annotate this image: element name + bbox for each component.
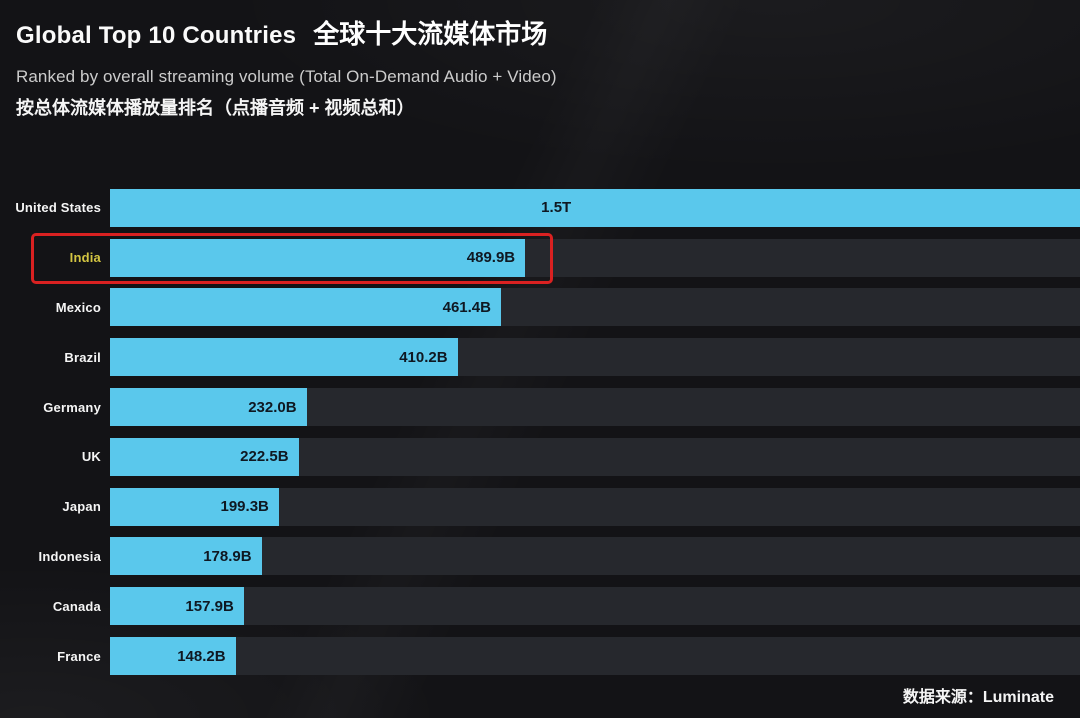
bar-track: 199.3B: [110, 487, 1080, 526]
country-label: Germany: [43, 399, 101, 415]
page-title: Global Top 10 Countries 全球十大流媒体市场: [16, 14, 1064, 51]
bar: 489.9B: [110, 238, 526, 277]
country-label: Indonesia: [38, 548, 101, 564]
bar-row: India 489.9B: [0, 233, 1080, 283]
bar-track: 222.5B: [110, 437, 1080, 476]
bar-value-label: 489.9B: [466, 249, 516, 267]
bar-value-label: 222.5B: [240, 448, 289, 466]
country-label: Mexico: [55, 299, 101, 315]
bar-row: Germany 232.0B: [0, 382, 1080, 432]
bar-value-label: 199.3B: [220, 498, 269, 516]
bar-row: UK 222.5B: [0, 432, 1080, 482]
bar: 199.3B: [110, 487, 279, 526]
bar-track: 1.5T: [110, 188, 1080, 227]
country-label: United States: [15, 200, 101, 216]
bar-track: 232.0B: [110, 388, 1080, 427]
bar-track: 148.2B: [110, 637, 1080, 676]
bar-value-label: 410.2B: [399, 348, 448, 366]
bar-track: 461.4B: [110, 288, 1080, 327]
bar-track: 410.2B: [110, 338, 1080, 377]
country-label: Brazil: [64, 349, 101, 365]
country-label: Canada: [52, 598, 101, 614]
title-english: Global Top 10 Countries: [16, 22, 297, 49]
data-source: 数据来源：Luminate: [902, 689, 1054, 706]
bar: 178.9B: [110, 537, 262, 576]
bar-row: France 148.2B: [0, 631, 1080, 681]
bar: 157.9B: [110, 587, 244, 626]
bar-row: United States 1.5T: [0, 183, 1080, 233]
bar-value-label: 232.0B: [248, 398, 297, 416]
bar-value-label: 178.9B: [203, 547, 252, 565]
bar-row: Mexico 461.4B: [0, 283, 1080, 333]
bar-row: Canada 157.9B: [0, 581, 1080, 631]
subtitle-english: Ranked by overall streaming volume (Tota…: [16, 67, 557, 86]
country-label: France: [57, 648, 101, 664]
bar-value-label: 157.9B: [185, 597, 234, 615]
bar-track: 178.9B: [110, 537, 1080, 576]
subtitle-chinese: 按总体流媒体播放量排名（点播音频 + 视频总和）: [16, 98, 415, 118]
bar: 410.2B: [110, 338, 458, 377]
country-label: UK: [81, 449, 101, 465]
bar: 222.5B: [110, 437, 299, 476]
bar-value-label: 1.5T: [541, 199, 572, 217]
bar-value-label: 461.4B: [442, 298, 491, 316]
bar-chart: United States 1.5T India 489.9B Mexico 461.4B…: [0, 183, 1080, 681]
bar: 461.4B: [110, 288, 501, 327]
country-label: India: [69, 250, 101, 266]
country-label: Japan: [62, 499, 101, 515]
bar: 1.5T: [110, 188, 1080, 227]
bar-track: 157.9B: [110, 587, 1080, 626]
bar-track: 489.9B: [110, 238, 1080, 277]
bar-row: Brazil 410.2B: [0, 332, 1080, 382]
header: Global Top 10 Countries 全球十大流媒体市场 Ranked…: [16, 14, 1064, 120]
title-chinese: 全球十大流媒体市场: [313, 19, 548, 49]
bar-row: Indonesia 178.9B: [0, 532, 1080, 582]
bar: 232.0B: [110, 388, 307, 427]
bar: 148.2B: [110, 637, 236, 676]
bar-row: Japan 199.3B: [0, 482, 1080, 532]
bar-value-label: 148.2B: [177, 647, 226, 665]
